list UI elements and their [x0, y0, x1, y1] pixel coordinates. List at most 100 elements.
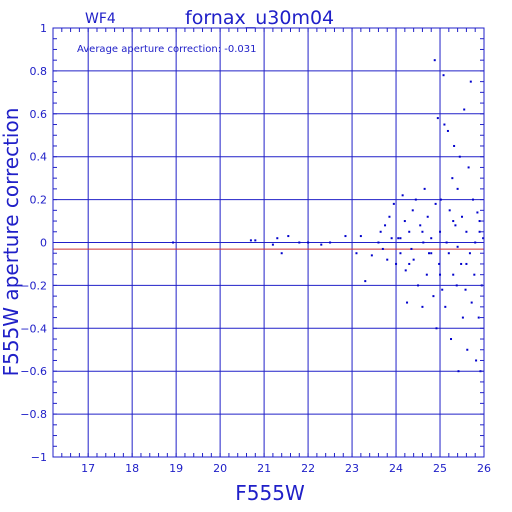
- data-point: [414, 198, 417, 201]
- plot-frame: [52, 27, 485, 458]
- data-point: [386, 258, 389, 261]
- data-point: [423, 187, 426, 190]
- data-point: [446, 129, 449, 132]
- data-point: [448, 209, 451, 212]
- x-tick-label: 23: [345, 462, 359, 475]
- data-point: [456, 187, 459, 190]
- data-point: [390, 237, 393, 240]
- y-tick-label: −0.4: [20, 322, 47, 335]
- x-tick-label: 20: [213, 462, 227, 475]
- data-point: [280, 252, 283, 255]
- data-point: [370, 254, 373, 257]
- y-tick-label: 0.8: [30, 65, 48, 78]
- axes-box: [52, 27, 485, 458]
- data-point: [172, 241, 175, 244]
- data-point: [379, 230, 382, 233]
- data-point: [465, 262, 468, 265]
- data-point: [434, 202, 437, 205]
- grid: [53, 28, 484, 457]
- data-point: [410, 247, 413, 250]
- data-point: [388, 215, 391, 218]
- data-point: [411, 209, 414, 212]
- data-point: [467, 166, 470, 169]
- data-point: [443, 123, 446, 126]
- x-tick-label: 21: [257, 462, 271, 475]
- data-point: [287, 235, 290, 238]
- data-point: [482, 237, 485, 240]
- data-point: [469, 80, 472, 83]
- data-points: [172, 59, 485, 373]
- data-point: [461, 215, 464, 218]
- data-point: [435, 327, 438, 330]
- y-tick-label: −0.8: [20, 408, 47, 421]
- data-point: [452, 220, 455, 223]
- data-point: [408, 262, 411, 265]
- data-point: [473, 273, 476, 276]
- y-tick-label: 0.4: [30, 151, 48, 164]
- data-point: [430, 252, 433, 255]
- chip-label: WF4: [85, 11, 116, 27]
- x-tick-labels: 17 18 19 20 21 22 23 24 25 26: [81, 462, 491, 475]
- data-point: [454, 224, 457, 227]
- average-annotation: Average aperture correction: -0.031: [77, 44, 257, 55]
- data-point: [364, 280, 367, 283]
- data-point: [430, 237, 433, 240]
- data-point: [399, 237, 402, 240]
- x-tick-label: 26: [477, 462, 491, 475]
- data-point: [447, 252, 450, 255]
- data-point: [439, 198, 442, 201]
- data-point: [460, 262, 463, 265]
- data-point: [377, 241, 380, 244]
- x-tick-label: 18: [125, 462, 139, 475]
- x-tick-label: 19: [169, 462, 183, 475]
- data-point: [422, 241, 425, 244]
- chart-title: fornax_u30m04: [185, 7, 334, 29]
- data-point: [451, 177, 454, 180]
- data-point: [452, 273, 455, 276]
- data-point: [426, 215, 429, 218]
- data-point: [254, 239, 257, 242]
- data-point: [464, 288, 467, 291]
- data-point: [406, 301, 409, 304]
- data-point: [457, 370, 460, 373]
- data-point: [355, 252, 358, 255]
- data-point: [468, 252, 471, 255]
- data-point: [403, 220, 406, 223]
- data-point: [470, 301, 473, 304]
- data-point: [475, 359, 478, 362]
- data-point: [404, 269, 407, 272]
- data-point: [458, 155, 461, 158]
- data-point: [359, 235, 362, 238]
- y-axis-label: F555W aperture correction: [0, 108, 23, 377]
- data-point: [421, 305, 424, 308]
- data-point: [438, 262, 441, 265]
- data-point: [478, 230, 481, 233]
- data-point: [384, 224, 387, 227]
- x-tick-label: 25: [433, 462, 447, 475]
- y-tick-label: 1: [40, 22, 47, 35]
- data-point: [329, 241, 332, 244]
- data-point: [444, 305, 447, 308]
- x-tick-label: 17: [81, 462, 95, 475]
- y-tick-labels: −1 −0.8 −0.6 −0.4 −0.2 0 0.2 0.4 0.6 0.8 1: [20, 22, 47, 464]
- x-tick-label: 22: [301, 462, 315, 475]
- data-point: [276, 237, 279, 240]
- data-point: [450, 338, 453, 341]
- data-point: [425, 273, 428, 276]
- x-tick-label: 24: [389, 462, 403, 475]
- data-point: [271, 243, 274, 246]
- data-point: [463, 108, 466, 111]
- data-point: [298, 241, 301, 244]
- data-point: [442, 74, 445, 77]
- data-point: [392, 202, 395, 205]
- data-point: [432, 295, 435, 298]
- data-point: [445, 241, 448, 244]
- data-point: [439, 230, 442, 233]
- data-point: [249, 239, 252, 242]
- y-tick-label: −0.6: [20, 365, 47, 378]
- y-tick-label: 0.6: [30, 108, 48, 121]
- data-point: [466, 348, 469, 351]
- data-point: [401, 194, 404, 197]
